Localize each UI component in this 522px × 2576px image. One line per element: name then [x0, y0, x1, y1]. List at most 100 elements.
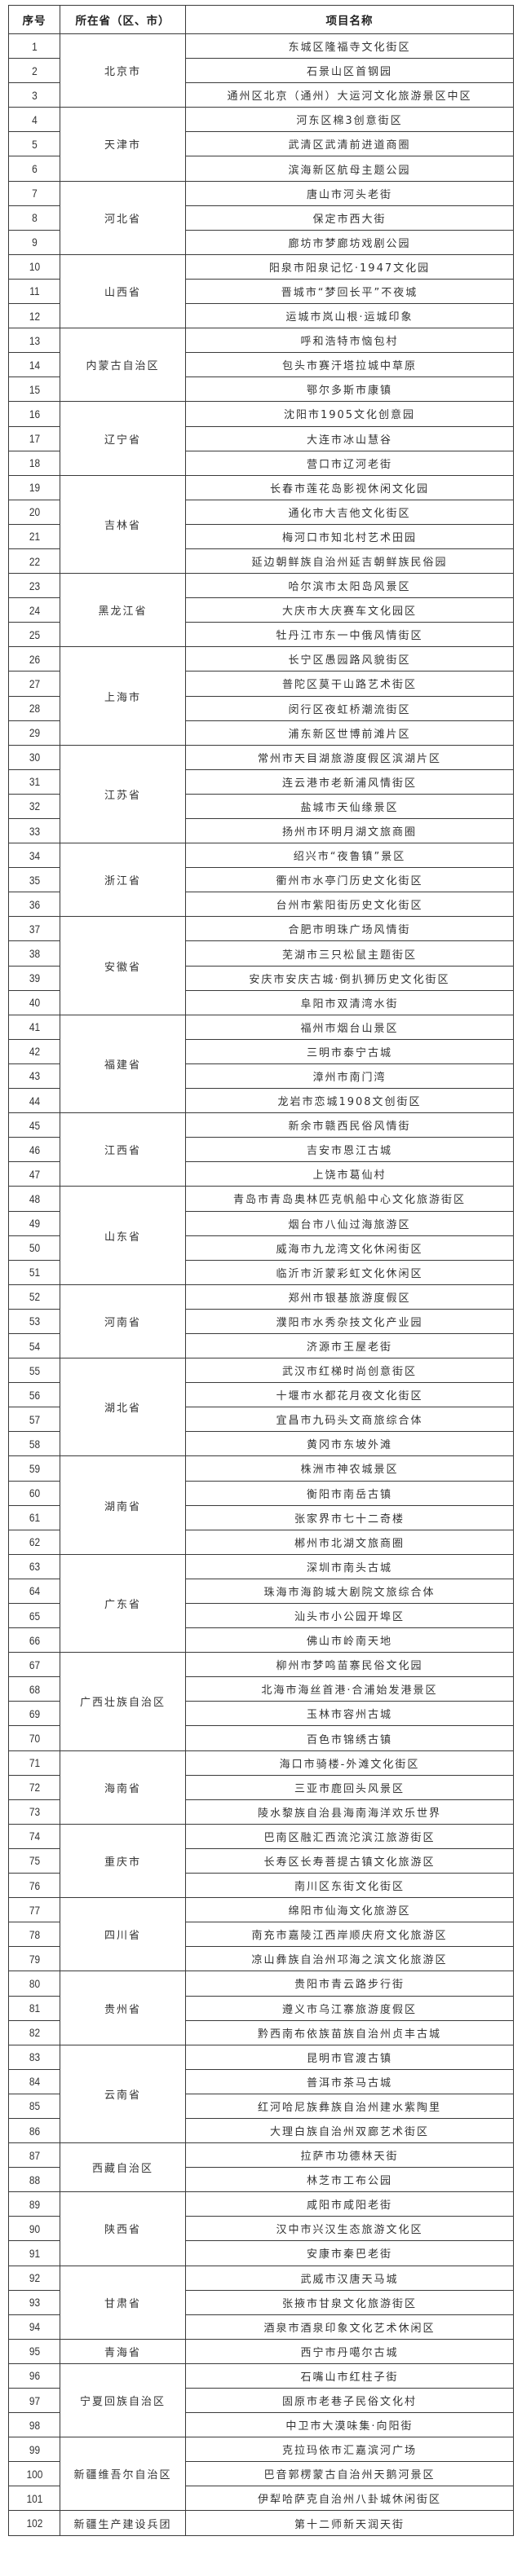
- row-number: 47: [11, 1161, 57, 1187]
- project-name: 深圳市南头古城: [185, 1553, 514, 1579]
- header-no: 序号: [8, 5, 60, 34]
- project-name: 通化市大吉他文化街区: [185, 499, 514, 525]
- province-cell: 陕西省: [60, 2191, 186, 2266]
- row-number: 83: [11, 2044, 57, 2070]
- row-number: 91: [11, 2240, 57, 2266]
- row-number: 93: [11, 2289, 57, 2315]
- row-number: 76: [11, 1873, 57, 1899]
- table-row: 95 青海省 西宁市丹噶尔古城: [9, 2338, 514, 2364]
- table-row: 26 上海市 长宁区愚园路风貌街区: [9, 646, 514, 746]
- row-number: 25: [11, 622, 57, 648]
- project-name: 包头市赛汗塔拉城中草原: [185, 352, 514, 378]
- table-row: 10 山西省 阳泉市阳泉记忆·1947文化园: [9, 253, 514, 329]
- row-number: 45: [11, 1112, 57, 1138]
- project-name: 普洱市茶马古城: [185, 2068, 514, 2094]
- project-name: 株洲市神农城景区: [185, 1455, 514, 1482]
- table-row: 80 贵州省 贵阳市青云路步行街: [9, 1971, 514, 2045]
- project-name: 安庆市安庆古城·倒扒狮历史文化街区: [185, 965, 514, 991]
- row-number: 53: [11, 1308, 57, 1334]
- project-name: 百色市锦绣古镇: [185, 1725, 514, 1751]
- project-name: 闵行区夜虹桥潮流街区: [185, 695, 514, 721]
- project-name: 贵阳市青云路步行街: [185, 1971, 514, 1997]
- row-number: 13: [11, 328, 57, 354]
- project-name: 郴州市北湖文旅商圈: [185, 1529, 514, 1555]
- table-row: 89 陕西省 咸阳市咸阳老街: [9, 2191, 514, 2266]
- province-cell: 吉林省: [60, 474, 186, 575]
- row-number: 54: [11, 1332, 57, 1359]
- row-number: 71: [11, 1750, 57, 1776]
- row-number: 61: [11, 1504, 57, 1530]
- project-name: 临沂市沂蒙彩虹文化休闲区: [185, 1259, 514, 1285]
- row-number: 30: [11, 744, 57, 770]
- project-name: 绵阳市仙海文化旅游区: [185, 1897, 514, 1923]
- project-name: 固原市老巷子民俗文化村: [185, 2387, 514, 2414]
- row-number: 37: [11, 916, 57, 942]
- row-number: 59: [11, 1455, 57, 1482]
- row-number: 1: [11, 33, 57, 59]
- project-name: 南川区东街文化街区: [185, 1873, 514, 1899]
- row-number: 68: [11, 1676, 57, 1702]
- table-row: 98 中卫市大漠味集·向阳街: [9, 2412, 514, 2438]
- project-name: 威海市九龙湾文化休闲街区: [185, 1235, 514, 1261]
- province-cell: 福建省: [60, 1014, 186, 1114]
- row-number: 102: [11, 2510, 57, 2536]
- project-name: 咸阳市咸阳老街: [185, 2191, 514, 2217]
- table-row: 73 陵水黎族自治县海南海洋欢乐世界: [9, 1799, 514, 1825]
- row-number: 101: [11, 2486, 57, 2512]
- province-cell: 西藏自治区: [60, 2142, 186, 2193]
- row-number: 51: [11, 1259, 57, 1285]
- row-number: 35: [11, 867, 57, 893]
- table-row: 38 芜湖市三只松鼠主题街区: [9, 940, 514, 967]
- row-number: 48: [11, 1186, 57, 1212]
- province-cell: 河北省: [60, 180, 186, 255]
- project-name: 三明市泰宁古城: [185, 1038, 514, 1064]
- table-row: 3 通州区北京（通州）大运河文化旅游景区中区: [9, 82, 514, 108]
- project-name: 阜阳市双清湾水街: [185, 989, 514, 1015]
- project-name: 武威市汉唐天马城: [185, 2265, 514, 2291]
- table-row: 68 北海市海丝首港·合浦始发港景区: [9, 1676, 514, 1702]
- project-name: 张掖市甘泉文化旅游街区: [185, 2289, 514, 2315]
- province-cell: 河南省: [60, 1284, 186, 1359]
- project-name: 营口市辽河老街: [185, 450, 514, 476]
- row-number: 95: [11, 2338, 57, 2364]
- table-row: 58 黄冈市东坡外滩: [9, 1431, 514, 1457]
- table-row: 29 浦东新区世博前滩片区: [9, 720, 514, 746]
- project-name: 西宁市丹噶尔古城: [185, 2338, 514, 2364]
- table-row: 35 衢州市水亭门历史文化街区: [9, 867, 514, 893]
- table-row: 88 林芝市工布公园: [9, 2167, 514, 2193]
- row-number: 89: [11, 2191, 57, 2217]
- row-number: 79: [11, 1946, 57, 1972]
- row-number: 85: [11, 2093, 57, 2119]
- table-row: 66 佛山市岭南天地: [9, 1627, 514, 1653]
- project-name: 上饶市葛仙村: [185, 1161, 514, 1187]
- project-name: 黄冈市东坡外滩: [185, 1431, 514, 1457]
- project-name: 巴音郭楞蒙古自治州天鹅河景区: [185, 2461, 514, 2487]
- project-name: 伊犁哈萨克自治州八卦城休闲街区: [185, 2486, 514, 2512]
- project-name: 长春市莲花岛影视休闲文化园: [185, 474, 514, 500]
- row-number: 73: [11, 1799, 57, 1825]
- table-row: 52 河南省 郑州市银基旅游度假区: [9, 1284, 514, 1359]
- table-row: 96 宁夏回族自治区 石嘴山市红柱子街: [9, 2362, 514, 2438]
- project-name: 珠海市海韵城大剧院文旅综合体: [185, 1578, 514, 1605]
- row-number: 74: [11, 1823, 57, 1849]
- table-row: 42 三明市泰宁古城: [9, 1038, 514, 1064]
- project-name: 红河哈尼族彝族自治州建水紫陶里: [185, 2093, 514, 2119]
- row-number: 50: [11, 1235, 57, 1261]
- province-cell: 重庆市: [60, 1823, 186, 1899]
- row-number: 80: [11, 1971, 57, 1997]
- province-cell: 山西省: [60, 253, 186, 329]
- table-row: 1 北京市 东城区隆福寺文化街区: [9, 33, 514, 108]
- province-cell: 新疆生产建设兵团: [60, 2510, 186, 2536]
- project-name: 安康市秦巴老街: [185, 2240, 514, 2266]
- table-row: 21 梅河口市知北村艺术田园: [9, 523, 514, 549]
- project-name: 林芝市工布公园: [185, 2167, 514, 2193]
- row-number: 67: [11, 1652, 57, 1678]
- table-row: 102 新疆生产建设兵团 第十二师新天润天街: [9, 2510, 514, 2536]
- row-number: 16: [11, 401, 57, 427]
- row-number: 22: [11, 548, 57, 575]
- project-name: 昆明市官渡古镇: [185, 2044, 514, 2070]
- table-row: 99 新疆维吾尔自治区 克拉玛依市汇嘉滨河广场: [9, 2437, 514, 2512]
- row-number: 2: [11, 58, 57, 84]
- project-name: 汕头市小公园开埠区: [185, 1602, 514, 1629]
- province-cell: 黑龙江省: [60, 573, 186, 648]
